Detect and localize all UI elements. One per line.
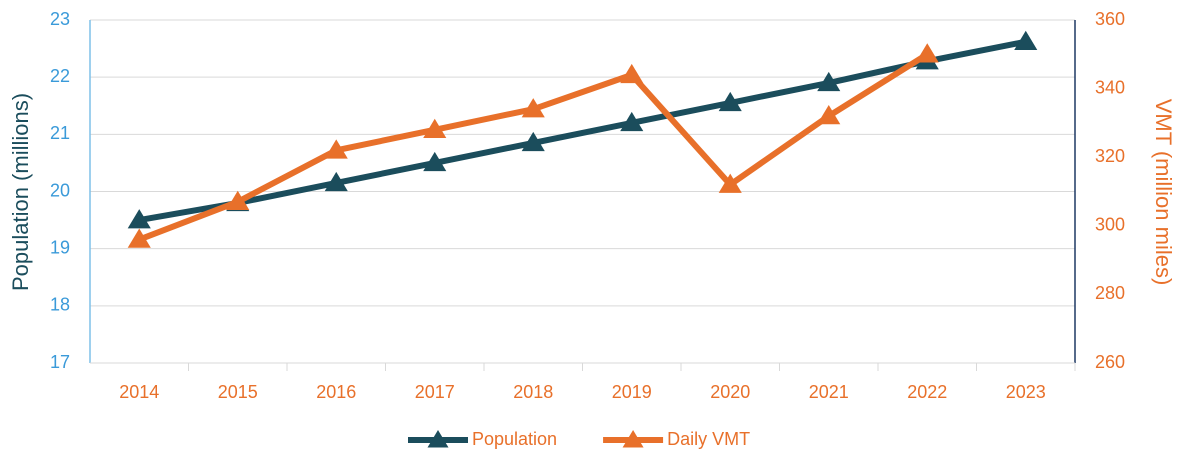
x-tick-label: 2019 [612,382,652,402]
marker [226,190,250,211]
y-tick-label: 19 [50,237,70,257]
marker [915,43,939,63]
marker [324,171,348,192]
legend-marker [427,430,449,448]
marker [521,131,545,152]
y-tick-label: 20 [50,180,70,200]
marker [521,98,545,118]
legend-marker [622,430,644,448]
y-tick-label: 22 [50,66,70,86]
marker [1014,30,1038,50]
y2-tick-label: 360 [1095,9,1125,29]
marker [127,209,151,229]
y2-tick-label: 340 [1095,77,1125,97]
x-tick-label: 2023 [1006,382,1046,402]
y-tick-label: 23 [50,9,70,29]
y-axis-title: Population (millions) [8,93,33,291]
x-tick-label: 2017 [415,382,455,402]
x-tick-label: 2021 [809,382,849,402]
x-tick-label: 2014 [119,382,159,402]
marker [817,105,841,125]
marker [817,71,841,92]
marker [718,173,742,193]
y-tick-label: 18 [50,295,70,315]
y-tick-label: 21 [50,123,70,143]
x-tick-label: 2020 [710,382,750,402]
y-tick-label: 17 [50,352,70,372]
x-tick-label: 2022 [907,382,947,402]
marker [423,118,447,139]
legend-label: Daily VMT [667,429,750,449]
x-tick-label: 2015 [218,382,258,402]
y2-tick-label: 260 [1095,352,1125,372]
marker [423,151,447,172]
marker [718,91,742,112]
y2-axis-title: VMT (million miles) [1151,99,1176,286]
marker [127,228,151,248]
y2-tick-label: 300 [1095,215,1125,235]
y2-tick-label: 280 [1095,283,1125,303]
x-tick-label: 2016 [316,382,356,402]
x-tick-label: 2018 [513,382,553,402]
y2-tick-label: 320 [1095,146,1125,166]
marker [620,63,644,84]
legend-label: Population [472,429,557,449]
series-line [138,38,1027,224]
marker [620,111,644,132]
marker [324,139,348,159]
